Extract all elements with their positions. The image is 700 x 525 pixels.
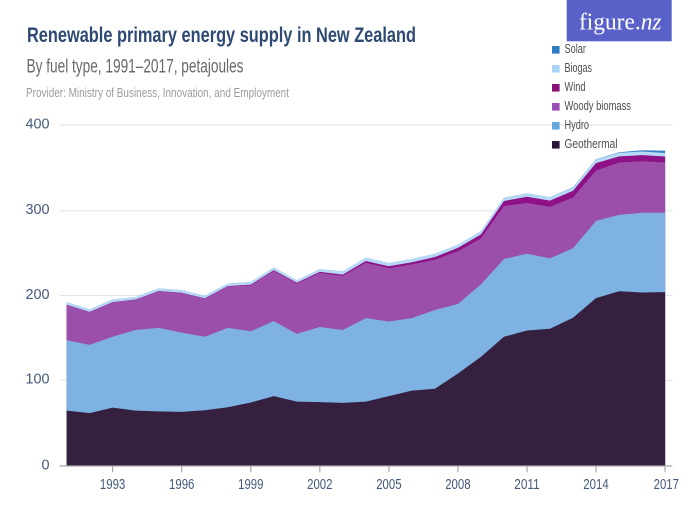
svg-text:figure.nz: figure.nz bbox=[579, 9, 662, 36]
svg-text:2005: 2005 bbox=[376, 476, 401, 493]
svg-text:100: 100 bbox=[26, 371, 50, 388]
svg-text:1993: 1993 bbox=[100, 476, 125, 493]
svg-text:2008: 2008 bbox=[445, 476, 470, 493]
svg-text:Hydro: Hydro bbox=[565, 118, 590, 132]
svg-text:Woody biomass: Woody biomass bbox=[565, 99, 632, 113]
svg-text:1999: 1999 bbox=[238, 476, 263, 493]
svg-text:0: 0 bbox=[42, 456, 50, 473]
svg-text:1996: 1996 bbox=[169, 476, 194, 493]
svg-text:2017: 2017 bbox=[654, 476, 679, 493]
svg-text:Renewable primary energy suppl: Renewable primary energy supply in New Z… bbox=[27, 24, 416, 47]
svg-text:300: 300 bbox=[26, 201, 50, 218]
svg-text:Provider: Ministry of Business: Provider: Ministry of Business, Innovati… bbox=[26, 86, 289, 100]
svg-text:400: 400 bbox=[26, 115, 50, 132]
svg-text:Wind: Wind bbox=[565, 80, 586, 94]
svg-text:2011: 2011 bbox=[514, 476, 539, 493]
svg-text:Biogas: Biogas bbox=[565, 61, 593, 75]
svg-text:Solar: Solar bbox=[565, 42, 587, 56]
svg-text:By fuel type, 1991–2017, petaj: By fuel type, 1991–2017, petajoules bbox=[27, 57, 244, 78]
svg-text:Geothermal: Geothermal bbox=[565, 137, 618, 151]
svg-text:2002: 2002 bbox=[307, 476, 332, 493]
svg-text:2014: 2014 bbox=[583, 476, 608, 493]
svg-text:200: 200 bbox=[26, 286, 50, 303]
